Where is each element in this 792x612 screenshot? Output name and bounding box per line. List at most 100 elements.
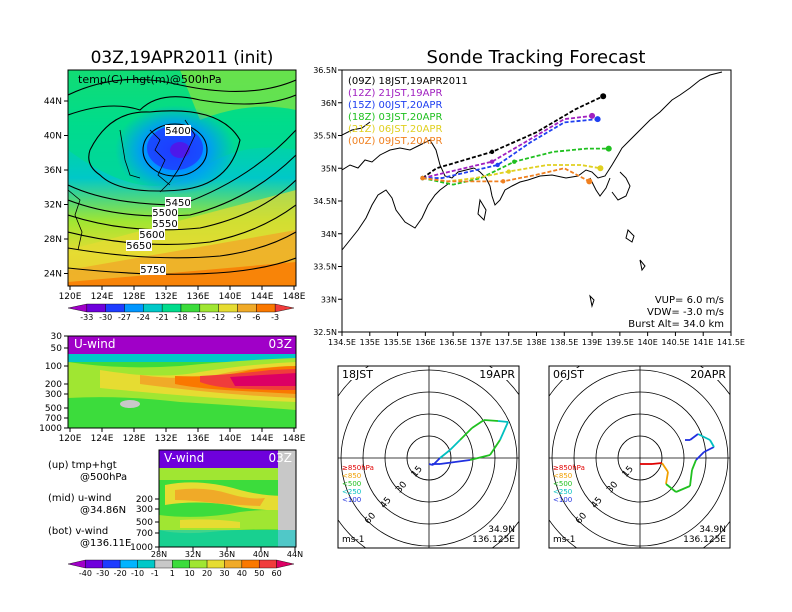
colorbar-tick-label: -20	[114, 569, 127, 578]
lat-tick-label: 24N	[44, 270, 62, 280]
y-tick-label: 300	[136, 505, 153, 515]
lon-tick-label: 132E	[155, 292, 178, 302]
vwind-label: V-wind	[164, 451, 204, 465]
colorbar-tick-label: -6	[252, 313, 260, 322]
colorbar-tick-label: -3	[271, 313, 279, 322]
level-legend-entry: <500	[553, 480, 572, 488]
map-lon-ticks: 120E 124E 128E 132E 136E 140E 144E 148E	[59, 286, 306, 302]
legend-entry: (21Z) 06JST,20APR	[348, 124, 442, 135]
x-tick-label: 140E	[219, 434, 242, 444]
date-label-bg	[686, 368, 728, 380]
lon-tick-label: 138E	[526, 338, 546, 347]
vwind-x-ticks: 28N 32N 36N 40N 44N	[151, 547, 303, 559]
hodograph-segment	[697, 433, 711, 441]
colorbar-tick-label: 40	[237, 569, 247, 578]
lon-tick-label: 140.5E	[661, 338, 689, 347]
y-tick-label: 50	[51, 344, 63, 354]
contour-label: 5500	[152, 208, 177, 219]
tracking-lon-ticks: 134.5E 135E 135.5E 136E 136.5E 137E 137.5E 138E…	[328, 332, 745, 347]
lon-tick-label: 139E	[582, 338, 602, 347]
x-tick-label: 44N	[287, 550, 303, 559]
lon-tick-label: 140E	[219, 292, 242, 302]
lat-tick-label: 35N	[321, 164, 337, 173]
lat-tick-label: 34.5N	[313, 197, 337, 206]
colorbar-tick-label: -15	[193, 313, 206, 322]
lon-tick-label: 135E	[360, 338, 380, 347]
hodograph-segment	[703, 446, 715, 453]
lon-tick-label: 136E	[187, 292, 210, 302]
hodograph-unit: ms-1	[342, 535, 364, 545]
note-bottom: @500hPa	[80, 472, 127, 483]
hodograph-segment	[695, 451, 705, 461]
y-tick-label: 200	[45, 380, 62, 390]
hodograph-segment	[439, 461, 456, 465]
track-line	[422, 95, 604, 179]
hodograph-unit: ms-1	[553, 535, 575, 545]
note-top: (up) tmp+hgt	[48, 460, 117, 471]
track-point	[605, 145, 612, 152]
colorbar-swatch	[199, 303, 219, 313]
x-tick-label: 36N	[219, 550, 235, 559]
lon-tick-label: 136.5E	[439, 338, 467, 347]
uwind-x-ticks: 120E 124E 128E 132E 136E 140E 144E 148E	[59, 428, 306, 444]
contour-label: 5600	[139, 230, 164, 241]
x-tick-label: 136E	[187, 434, 210, 444]
legend-entry: (12Z) 21JST,19APR	[348, 88, 442, 99]
y-tick-label: 700	[136, 529, 153, 539]
lon-tick-label: 144E	[251, 292, 274, 302]
lat-tick-label: 36N	[321, 99, 337, 108]
tracking-params: VUP= 6.0 m/s VDW= -3.0 m/s Burst Alt= 34…	[628, 295, 724, 330]
track-legend: (09Z) 18JST,19APR2011(12Z) 21JST,19APR(1…	[348, 76, 468, 147]
level-legend-entry: <250	[553, 488, 572, 496]
colorbar-swatch	[276, 559, 295, 569]
track-point	[506, 169, 511, 174]
colorbar-swatch	[206, 559, 225, 569]
hodograph-segment	[689, 469, 693, 487]
lon-tick-label: 141.5E	[717, 338, 745, 347]
colorbar-tick-label: -30	[96, 569, 109, 578]
level-legend-entry: <250	[342, 488, 361, 496]
uwind-time: 03Z	[269, 337, 293, 351]
hodograph-segment	[459, 427, 473, 441]
hodograph-segment	[661, 462, 669, 473]
x-tick-label: 148E	[283, 434, 306, 444]
x-tick-label: 144E	[251, 434, 274, 444]
map-frame	[67, 69, 297, 287]
map-lat-ticks: 44N 40N 36N 32N 28N 24N	[44, 97, 68, 280]
track-line	[422, 118, 598, 179]
param-vup: VUP= 6.0 m/s	[655, 295, 724, 306]
lat-tick-label: 40N	[44, 132, 62, 142]
track-point	[489, 149, 495, 155]
hodograph-segment	[439, 449, 451, 459]
colorbar-tick-label: 1	[170, 569, 175, 578]
temperature-field	[68, 70, 296, 286]
colorbar-tick-label: 10	[185, 569, 195, 578]
hodograph-lat: 34.9N	[488, 525, 515, 535]
colorbar-tick-label: 60	[272, 569, 282, 578]
hodograph-18jst: 18JST 19APR34.9N136.125Ems-115304560≥850h…	[337, 365, 520, 549]
lon-tick-label: 124E	[91, 292, 114, 302]
colorbar-swatch	[143, 303, 163, 313]
colorbar-tick-label: -27	[118, 313, 131, 322]
track-point	[586, 178, 593, 185]
hodograph-06jst: 06JST 20APR34.9N136.125Ems-115304560≥850h…	[548, 365, 731, 549]
level-legend-entry: <850	[553, 472, 572, 480]
field-label: temp(C)+hgt(m)@500hPa	[78, 73, 222, 86]
temperature-colorbar: -33 -30 -27 -24 -21 -18 -15 -12 -9 -6 -3	[67, 303, 295, 322]
x-tick-label: 120E	[59, 434, 82, 444]
colorbar-tick-label: -12	[212, 313, 225, 322]
colorbar-tick-label: -9	[234, 313, 242, 322]
legend-entry: (09Z) 18JST,19APR2011	[348, 76, 468, 87]
vwind-field	[159, 450, 296, 547]
hodograph-segment	[471, 419, 485, 429]
lat-tick-label: 36N	[44, 166, 62, 176]
lon-tick-label: 120E	[59, 292, 82, 302]
hodograph-segment	[691, 459, 697, 471]
y-tick-label: 500	[136, 518, 153, 528]
hodograph-segment	[665, 483, 677, 493]
y-tick-label: 300	[45, 390, 62, 400]
lon-tick-label: 139.5E	[606, 338, 634, 347]
